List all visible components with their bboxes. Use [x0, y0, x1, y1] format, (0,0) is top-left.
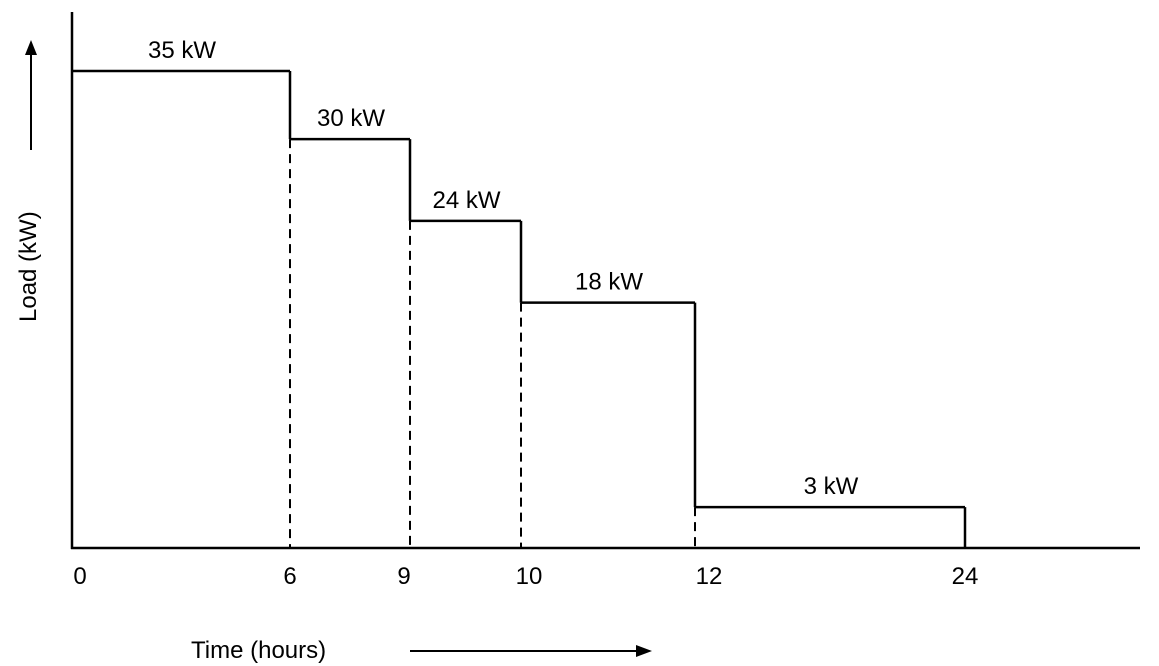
x-tick-labels: 0 6 9 10 12 24 [73, 563, 978, 590]
segment-label-3: 3 kW [804, 473, 859, 500]
x-tick-9: 9 [397, 563, 410, 590]
segment-label-35: 35 kW [148, 37, 216, 64]
x-tick-10: 10 [516, 563, 543, 590]
x-tick-12: 12 [696, 563, 723, 590]
segment-label-18: 18 kW [575, 269, 643, 296]
x-axis-label: Time (hours) [191, 637, 326, 664]
segment-labels: 35 kW 30 kW 24 kW 18 kW 3 kW [148, 37, 859, 500]
y-axis-arrow-icon [25, 40, 37, 150]
x-tick-24: 24 [952, 563, 979, 590]
x-tick-0: 0 [73, 563, 86, 590]
x-tick-6: 6 [283, 563, 296, 590]
segment-label-24: 24 kW [432, 187, 500, 214]
step-segments [72, 69, 967, 548]
x-axis-arrow-icon [410, 645, 652, 657]
y-axis-label: Load (kW) [15, 211, 42, 322]
segment-label-30: 30 kW [317, 105, 385, 132]
drop-lines [289, 139, 696, 548]
